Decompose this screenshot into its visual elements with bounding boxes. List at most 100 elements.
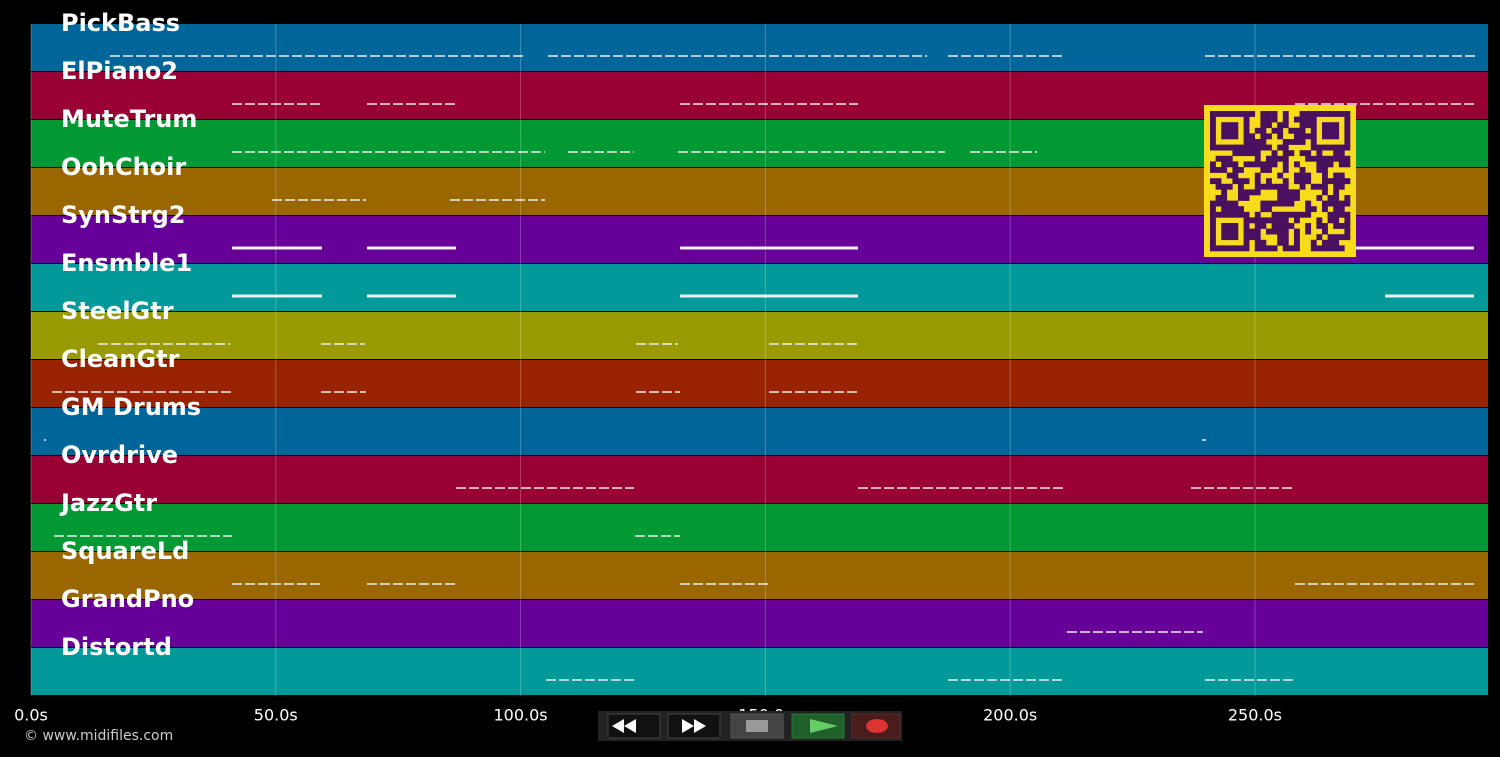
qr-module [1327,234,1334,241]
qr-module [1221,234,1228,241]
qr-module [1221,155,1228,162]
play-button[interactable] [791,713,845,739]
qr-module [1322,239,1328,246]
qr-module [1322,189,1328,196]
qr-module [1299,211,1306,218]
qr-module [1277,172,1284,179]
qr-module [1221,127,1228,134]
qr-module [1243,239,1250,246]
qr-module [1310,111,1317,117]
qr-module [1333,172,1340,179]
track-name: SquareLd [61,537,189,565]
qr-module [1226,144,1233,151]
qr-module [1243,228,1250,235]
qr-module [1221,111,1228,117]
qr-module [1226,161,1233,168]
qr-module [1288,195,1295,201]
qr-module [1338,144,1345,151]
qr-module [1282,144,1289,151]
track-row [31,312,1488,359]
qr-module [1294,178,1300,185]
qr-module [1254,178,1261,185]
qr-module [1266,228,1272,235]
qr-module [1282,116,1289,123]
qr-module [1266,200,1272,207]
qr-module [1215,211,1222,218]
qr-module [1333,111,1340,117]
qr-module [1322,122,1328,129]
qr-module [1254,144,1261,151]
qr-module [1327,217,1334,224]
qr-module [1299,183,1306,190]
qr-module [1299,150,1306,157]
qr-module [1232,122,1239,129]
qr-module [1344,111,1351,117]
qr-module [1327,195,1334,201]
qr-module [1249,139,1256,145]
qr-module [1215,195,1222,201]
record-button[interactable] [851,713,901,739]
qr-module [1305,155,1312,162]
qr-module [1333,195,1340,201]
qr-module [1243,139,1250,145]
qr-module [1238,178,1244,185]
qr-module [1277,183,1284,190]
qr-module [1238,183,1244,190]
qr-module [1282,223,1289,229]
qr-module [1288,189,1295,196]
qr-module [1210,122,1216,129]
rewind-button[interactable] [607,713,661,739]
forward-button[interactable] [667,713,721,739]
qr-module [1271,161,1278,168]
qr-module [1243,161,1250,168]
qr-module [1322,127,1328,134]
qr-module [1305,223,1312,229]
qr-module [1243,122,1250,129]
qr-module [1333,155,1340,162]
qr-module [1243,127,1250,134]
qr-module [1210,234,1216,241]
qr-module [1305,178,1312,185]
qr-module [1226,183,1233,190]
qr-module [1305,211,1312,218]
qr-module [1316,217,1323,224]
track-row [31,360,1488,407]
track-row [31,552,1488,599]
qr-module [1282,245,1289,252]
qr-module [1327,161,1334,168]
qr-module [1232,223,1239,229]
qr-module [1316,183,1323,190]
qr-module [1344,116,1351,123]
qr-module [1344,217,1351,224]
qr-module [1316,150,1323,157]
qr-module [1243,111,1250,117]
qr-module [1249,111,1256,117]
qr-module [1243,133,1250,140]
qr-module [1271,223,1278,229]
x-tick-label: 250.0s [1228,706,1282,725]
track-name: SynStrg2 [61,201,186,229]
qr-module [1310,155,1317,162]
track-name: JazzGtr [59,489,157,517]
qr-module [1299,122,1306,129]
qr-module [1338,223,1345,229]
qr-module [1294,189,1300,196]
qr-module [1338,178,1345,185]
qr-module [1344,144,1351,151]
qr-module [1333,150,1340,157]
qr-module [1294,217,1300,224]
qr-module [1299,172,1306,179]
qr-module [1282,239,1289,246]
qr-module [1254,211,1261,218]
qr-module [1327,178,1334,185]
qr-module [1238,195,1244,201]
stop-button[interactable] [730,713,784,739]
qr-module [1338,200,1345,207]
qr-module [1232,111,1239,117]
qr-module [1288,127,1295,134]
qr-module [1249,133,1256,140]
qr-module [1266,155,1272,162]
qr-module [1333,217,1340,224]
qr-module [1232,127,1239,134]
qr-module [1238,144,1244,151]
